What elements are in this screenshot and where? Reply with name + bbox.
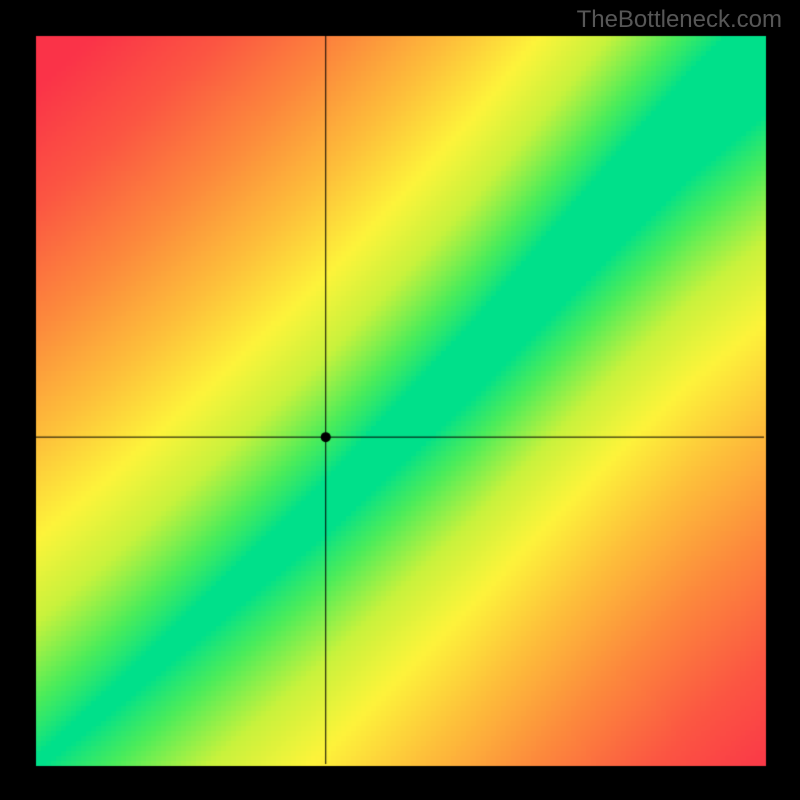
- heatmap-container: [0, 0, 800, 800]
- bottleneck-heatmap-canvas: [0, 0, 800, 800]
- watermark-text: TheBottleneck.com: [577, 6, 782, 34]
